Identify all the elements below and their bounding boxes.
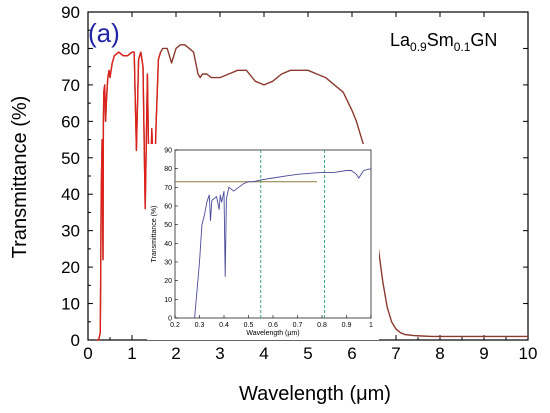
x-tick-label: 0 [83, 344, 92, 363]
x-tick-label: 10 [519, 344, 538, 363]
inset-y-tick-label: 70 [164, 185, 172, 192]
y-axis-title: Transmittance (%) [9, 96, 31, 259]
inset-y-tick-label: 60 [164, 204, 172, 211]
inset-chart: 0.2 0.3 0.4 0.5 0.6 0.7 0.8 0.9 1010203040506070… [147, 144, 379, 340]
inset-x-tick-label: 1 [369, 322, 373, 329]
inset-y-tick-label: 40 [164, 241, 172, 248]
x-tick-label: 8 [435, 344, 444, 363]
inset-x-tick-label: 0.2 [170, 322, 180, 329]
y-tick-label: 60 [61, 112, 80, 131]
y-tick-label: 20 [61, 258, 80, 277]
inset-x-tick-label: 0.6 [268, 322, 278, 329]
formula-subscript-sm: 0.1 [454, 40, 471, 54]
y-tick-label: 0 [71, 331, 80, 350]
x-tick-label: 6 [347, 344, 356, 363]
inset-y-tick-label: 20 [164, 278, 172, 285]
inset-y-tick-label: 0 [168, 316, 172, 323]
x-tick-label: 7 [391, 344, 400, 363]
inset-x-tick-label: 0.4 [219, 322, 229, 329]
compound-formula: La0.9Sm0.1GN [390, 30, 497, 54]
inset-background [147, 144, 379, 340]
y-tick-label: 40 [61, 185, 80, 204]
formula-element-la: La [390, 30, 411, 50]
x-tick-label: 5 [303, 344, 312, 363]
formula-element-sm: Sm [427, 30, 454, 50]
x-tick-label: 4 [259, 344, 268, 363]
y-tick-label: 30 [61, 222, 80, 241]
x-tick-label: 1 [127, 344, 136, 363]
inset-y-axis-title: Transmittance (%) [151, 206, 158, 263]
x-tick-label: 9 [479, 344, 488, 363]
y-tick-label: 90 [61, 3, 80, 22]
inset-y-tick-label: 80 [164, 166, 172, 173]
inset-x-tick-label: 0.7 [293, 322, 303, 329]
panel-label: (a) [88, 18, 120, 48]
inset-ticks: 0.2 0.3 0.4 0.5 0.6 0.7 0.8 0.9 1010203040506070… [164, 148, 373, 330]
inset-y-tick-label: 10 [164, 297, 172, 304]
inset-y-tick-label: 90 [164, 148, 172, 155]
inset-transmittance-line [194, 168, 372, 319]
x-axis-title: Wavelength (μm) [239, 383, 391, 405]
inset-y-tick-label: 30 [164, 260, 172, 267]
inset-x-tick-label: 0.3 [195, 322, 205, 329]
y-tick-label: 10 [61, 295, 80, 314]
y-tick-label: 50 [61, 149, 80, 168]
x-tick-label: 3 [215, 344, 224, 363]
y-tick-label: 70 [61, 76, 80, 95]
inset-series [194, 168, 372, 319]
inset-x-axis-title: Wavelength (μm) [246, 330, 299, 337]
x-tick-label: 2 [171, 344, 180, 363]
inset-x-tick-label: 0.9 [342, 322, 352, 329]
inset-y-tick-label: 50 [164, 222, 172, 229]
formula-subscript-la: 0.9 [410, 40, 427, 54]
formula-element-gn: GN [470, 30, 497, 50]
inset-x-tick-label: 0.8 [317, 322, 327, 329]
inset-x-tick-label: 0.5 [244, 322, 254, 329]
inset-markers [175, 150, 325, 318]
y-tick-label: 80 [61, 39, 80, 58]
